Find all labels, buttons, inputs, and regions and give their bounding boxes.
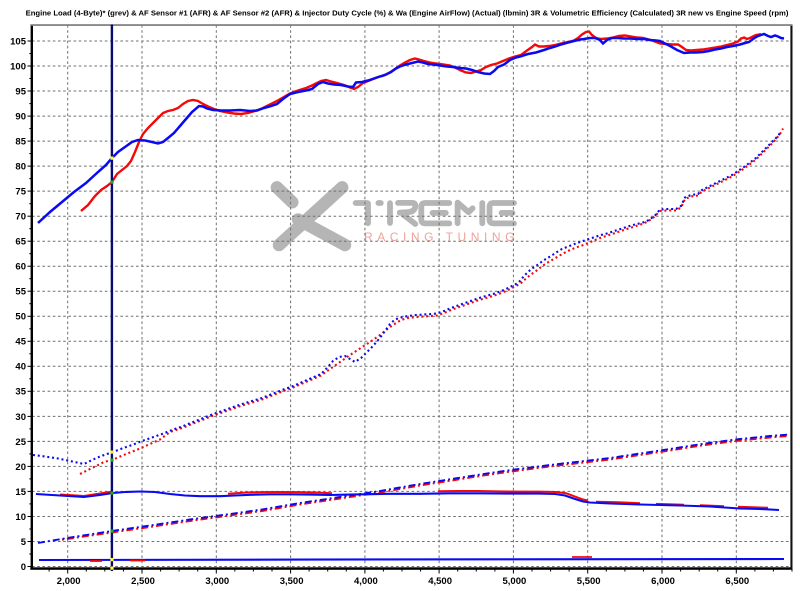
svg-text:5,500: 5,500 <box>577 576 601 587</box>
svg-text:6,000: 6,000 <box>651 576 675 587</box>
svg-text:75: 75 <box>15 187 26 198</box>
svg-text:90: 90 <box>15 112 26 123</box>
svg-text:100: 100 <box>10 61 26 72</box>
svg-text:0: 0 <box>21 562 26 573</box>
svg-text:85: 85 <box>15 137 26 148</box>
svg-text:2,000: 2,000 <box>57 576 81 587</box>
svg-text:5: 5 <box>21 537 27 548</box>
svg-text:60: 60 <box>15 262 26 273</box>
svg-text:3,000: 3,000 <box>205 576 229 587</box>
svg-text:15: 15 <box>15 487 26 498</box>
svg-text:65: 65 <box>15 237 26 248</box>
svg-text:RACING TUNING: RACING TUNING <box>364 230 519 244</box>
svg-text:95: 95 <box>15 86 26 97</box>
svg-text:55: 55 <box>15 287 26 298</box>
svg-text:10: 10 <box>15 512 26 523</box>
svg-text:3,500: 3,500 <box>280 576 304 587</box>
svg-text:105: 105 <box>10 36 27 47</box>
svg-text:5,000: 5,000 <box>503 576 527 587</box>
svg-text:30: 30 <box>15 412 26 423</box>
svg-text:80: 80 <box>15 162 26 173</box>
svg-text:35: 35 <box>15 387 26 398</box>
svg-text:4,000: 4,000 <box>354 576 378 587</box>
svg-text:4,500: 4,500 <box>428 576 452 587</box>
svg-text:45: 45 <box>15 337 26 348</box>
svg-text:70: 70 <box>15 212 26 223</box>
svg-text:6,500: 6,500 <box>725 576 749 587</box>
svg-text:2,500: 2,500 <box>131 576 155 587</box>
svg-text:50: 50 <box>15 312 26 323</box>
svg-text:25: 25 <box>15 437 26 448</box>
svg-text:20: 20 <box>15 462 26 473</box>
svg-text:40: 40 <box>15 362 26 373</box>
svg-text:Engine Load (4-Byte)* (grev) &: Engine Load (4-Byte)* (grev) & AF Sensor… <box>26 9 789 18</box>
